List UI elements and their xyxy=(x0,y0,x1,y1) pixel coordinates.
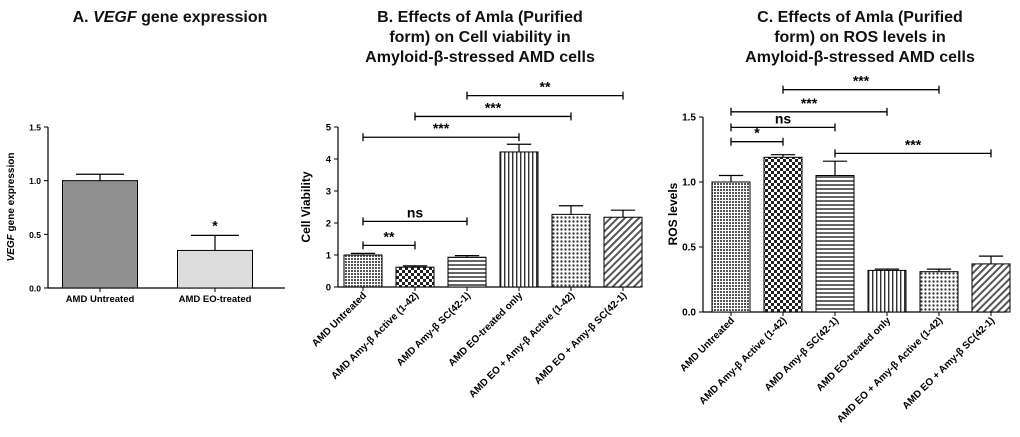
chart-b-sig-label: ** xyxy=(384,228,395,244)
chart-b-y-tick-label: 4 xyxy=(326,155,332,166)
chart-b-y-tick-label: 1 xyxy=(326,251,332,262)
chart-c-x-tick-label: AMD EO + Amy-β Active (1-42) xyxy=(835,315,945,425)
chart-c-title: C. Effects of Amla (Purified form) on RO… xyxy=(715,8,1005,68)
chart-c-x-tick-label: AMD EO + Amy-β SC(42-1) xyxy=(901,315,998,412)
chart-c-bar xyxy=(919,271,959,313)
chart-a-bar xyxy=(62,180,138,289)
chart-b-x-tick-label: AMD EO + Amy-β Active (1-42) xyxy=(467,290,577,400)
chart-b-title: B. Effects of Amla (Purified form) on Ce… xyxy=(340,8,620,68)
chart-b-bar xyxy=(343,254,383,288)
chart-a-bar xyxy=(177,249,253,289)
chart-a-title-gene: VEGF xyxy=(93,9,137,26)
chart-c-title-line-3: Amyloid-β-stressed AMD cells xyxy=(745,49,975,66)
chart-a-bar-label: * xyxy=(212,217,218,233)
chart-c-y-tick-label: 1.0 xyxy=(682,178,696,189)
chart-b-title-line-1: B. Effects of Amla (Purified xyxy=(377,9,583,26)
chart-b-x-tick-label: AMD Amy-β Active (1-42) xyxy=(330,290,422,382)
chart-a-x-tick-label: AMD Untreated xyxy=(66,294,135,305)
chart-b-sig-label: ** xyxy=(540,79,551,95)
chart-b-y-tick-label: 5 xyxy=(326,123,332,134)
chart-c-y-tick-label: 0.0 xyxy=(682,308,696,319)
chart-b-title-line-2: form) on Cell viability in xyxy=(389,29,571,46)
chart-c-sig-label: *** xyxy=(853,73,870,89)
chart-c-sig-label: *** xyxy=(905,136,922,152)
chart-b-x-tick-label: AMD EO + Amy-β SC(42-1) xyxy=(533,290,630,387)
chart-b-x-tick-label: AMD Untreated xyxy=(310,290,369,349)
chart-a-y-label-rest: gene expression xyxy=(6,153,17,235)
chart-c-x-tick-label: AMD Amy-β Active (1-42) xyxy=(698,315,790,407)
chart-c-bar xyxy=(867,269,907,313)
chart-b-bar xyxy=(603,216,643,288)
chart-a-y-tick-label: 0.5 xyxy=(29,230,41,240)
chart-b-bar xyxy=(551,213,591,288)
chart-a-x-tick-label: AMD EO-treated xyxy=(179,294,252,305)
chart-c-bar xyxy=(815,175,855,313)
chart-b-title-line-3: Amyloid-β-stressed AMD cells xyxy=(365,49,595,66)
chart-b-sig-label: ns xyxy=(407,204,424,220)
chart-a-title-suffix: gene expression xyxy=(141,9,268,26)
chart-c-title-line-1: C. Effects of Amla (Purified xyxy=(757,9,963,26)
chart-c-title-line-2: form) on ROS levels in xyxy=(774,29,946,46)
chart-b-bar xyxy=(395,266,435,288)
chart-b-y-label: Cell Viability xyxy=(299,171,313,242)
chart-a-title: A. VEGF gene expression xyxy=(40,8,300,28)
chart-a-y-label: VEGF gene expression xyxy=(6,153,17,262)
chart-c-x-tick-label: AMD Untreated xyxy=(678,315,737,374)
chart-c-y-label: ROS levels xyxy=(666,182,680,245)
chart-b-y-tick-label: 0 xyxy=(326,283,331,294)
chart-b-y-tick-label: 2 xyxy=(326,219,331,230)
chart-c-bar xyxy=(971,263,1011,313)
chart-c-bar xyxy=(763,156,803,313)
chart-c-y-tick-label: 0.5 xyxy=(682,243,696,254)
chart-c-y-tick-label: 1.5 xyxy=(682,113,696,124)
chart-b-sig-label: *** xyxy=(433,120,450,136)
chart-b-bar xyxy=(499,151,539,288)
chart-a: 0.0 0.5 1.0 1.5 VEGF gene expression AMD Untr… xyxy=(6,123,285,305)
chart-b-sig-label: *** xyxy=(485,99,502,115)
chart-c-sig-label: ns xyxy=(775,110,792,126)
chart-a-y-tick-label: 1.5 xyxy=(29,123,41,133)
chart-a-y-label-gene: VEGF xyxy=(6,233,17,261)
chart-b-y-tick-label: 3 xyxy=(326,187,331,198)
chart-c-bar xyxy=(711,181,751,313)
chart-c-sig-label: * xyxy=(754,125,760,141)
chart-c-sig-label: *** xyxy=(801,95,818,111)
chart-b-bar xyxy=(447,256,487,288)
chart-a-title-prefix: A. xyxy=(72,9,89,26)
chart-a-y-tick-label: 0.0 xyxy=(29,284,41,294)
chart-a-y-tick-label: 1.0 xyxy=(29,176,41,186)
